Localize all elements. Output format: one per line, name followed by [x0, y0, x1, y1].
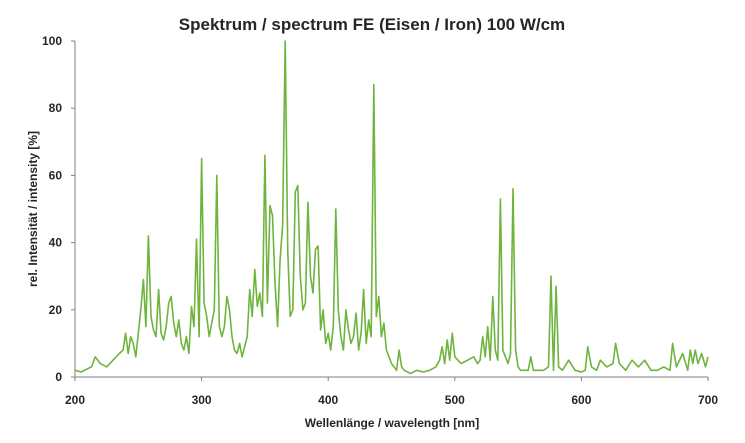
y-tick-label: 0: [55, 370, 62, 384]
plot-area: 200 300 400 500 600 700 0 20 40 60 80 100: [42, 34, 718, 407]
y-tick-label: 60: [49, 168, 63, 182]
x-axis-label: Wellenlänge / wavelength [nm]: [305, 416, 479, 430]
y-tick-label: 100: [42, 34, 62, 48]
x-tick-label: 300: [192, 393, 212, 407]
x-tick-label: 500: [445, 393, 465, 407]
y-tick-label: 40: [49, 236, 63, 250]
x-tick-label: 600: [571, 393, 591, 407]
y-ticks: 0 20 40 60 80 100: [42, 34, 75, 384]
x-tick-label: 400: [318, 393, 338, 407]
y-tick-label: 80: [49, 101, 63, 115]
x-tick-label: 700: [698, 393, 718, 407]
y-axis-label: rel. Intensität / intensity [%]: [26, 131, 40, 287]
x-ticks: 200 300 400 500 600 700: [65, 377, 718, 407]
y-tick-label: 20: [49, 303, 63, 317]
chart-title: Spektrum / spectrum FE (Eisen / Iron) 10…: [179, 15, 565, 34]
x-tick-label: 200: [65, 393, 85, 407]
iron-spectrum-line: [74, 40, 709, 375]
